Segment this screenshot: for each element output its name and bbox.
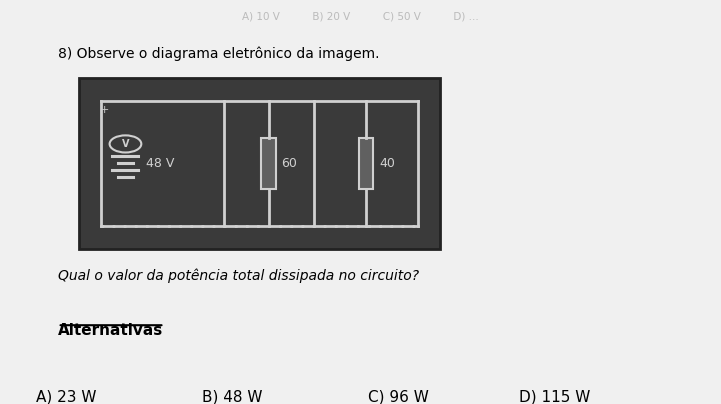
Text: Alternativas: Alternativas <box>58 323 163 338</box>
FancyBboxPatch shape <box>79 78 440 249</box>
Text: C) 96 W: C) 96 W <box>368 389 428 404</box>
Text: 40: 40 <box>379 157 395 170</box>
Text: A) 10 V          B) 20 V          C) 50 V          D) ...: A) 10 V B) 20 V C) 50 V D) ... <box>242 12 479 22</box>
Text: D) 115 W: D) 115 W <box>519 389 590 404</box>
Text: Qual o valor da potência total dissipada no circuito?: Qual o valor da potência total dissipada… <box>58 268 419 283</box>
Text: 48 V: 48 V <box>146 157 174 170</box>
Text: V: V <box>122 139 129 149</box>
Text: A) 23 W: A) 23 W <box>36 389 97 404</box>
Text: B) 48 W: B) 48 W <box>202 389 262 404</box>
FancyBboxPatch shape <box>262 138 276 189</box>
FancyBboxPatch shape <box>358 138 373 189</box>
Text: 60: 60 <box>281 157 298 170</box>
Text: 8) Observe o diagrama eletrônico da imagem.: 8) Observe o diagrama eletrônico da imag… <box>58 47 379 61</box>
Text: +: + <box>99 105 110 115</box>
